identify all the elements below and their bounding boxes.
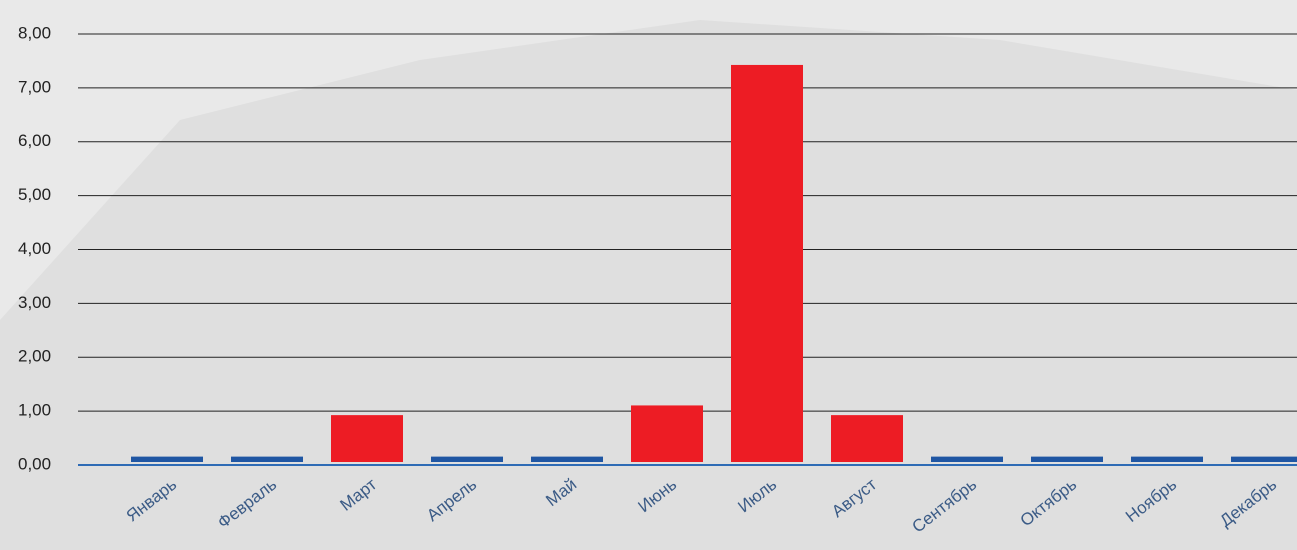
- bar: [1131, 456, 1203, 462]
- y-tick-label: 5,00: [18, 185, 51, 204]
- background-image: [0, 20, 1297, 550]
- bar: [431, 456, 503, 462]
- bar: [1231, 456, 1297, 462]
- y-tick-label: 2,00: [18, 347, 51, 366]
- y-tick-label: 7,00: [18, 77, 51, 96]
- y-tick-label: 1,00: [18, 401, 51, 420]
- y-tick-label: 8,00: [18, 23, 51, 42]
- bar: [731, 64, 803, 462]
- bar: [631, 405, 703, 462]
- bar: [231, 456, 303, 462]
- y-tick-label: 6,00: [18, 131, 51, 150]
- y-tick-label: 4,00: [18, 239, 51, 258]
- bar: [831, 415, 903, 462]
- bar: [131, 456, 203, 462]
- bar: [931, 456, 1003, 462]
- bar: [531, 456, 603, 462]
- bar: [1031, 456, 1103, 462]
- y-tick-label: 3,00: [18, 293, 51, 312]
- bar: [331, 415, 403, 462]
- y-tick-label: 0,00: [18, 454, 51, 473]
